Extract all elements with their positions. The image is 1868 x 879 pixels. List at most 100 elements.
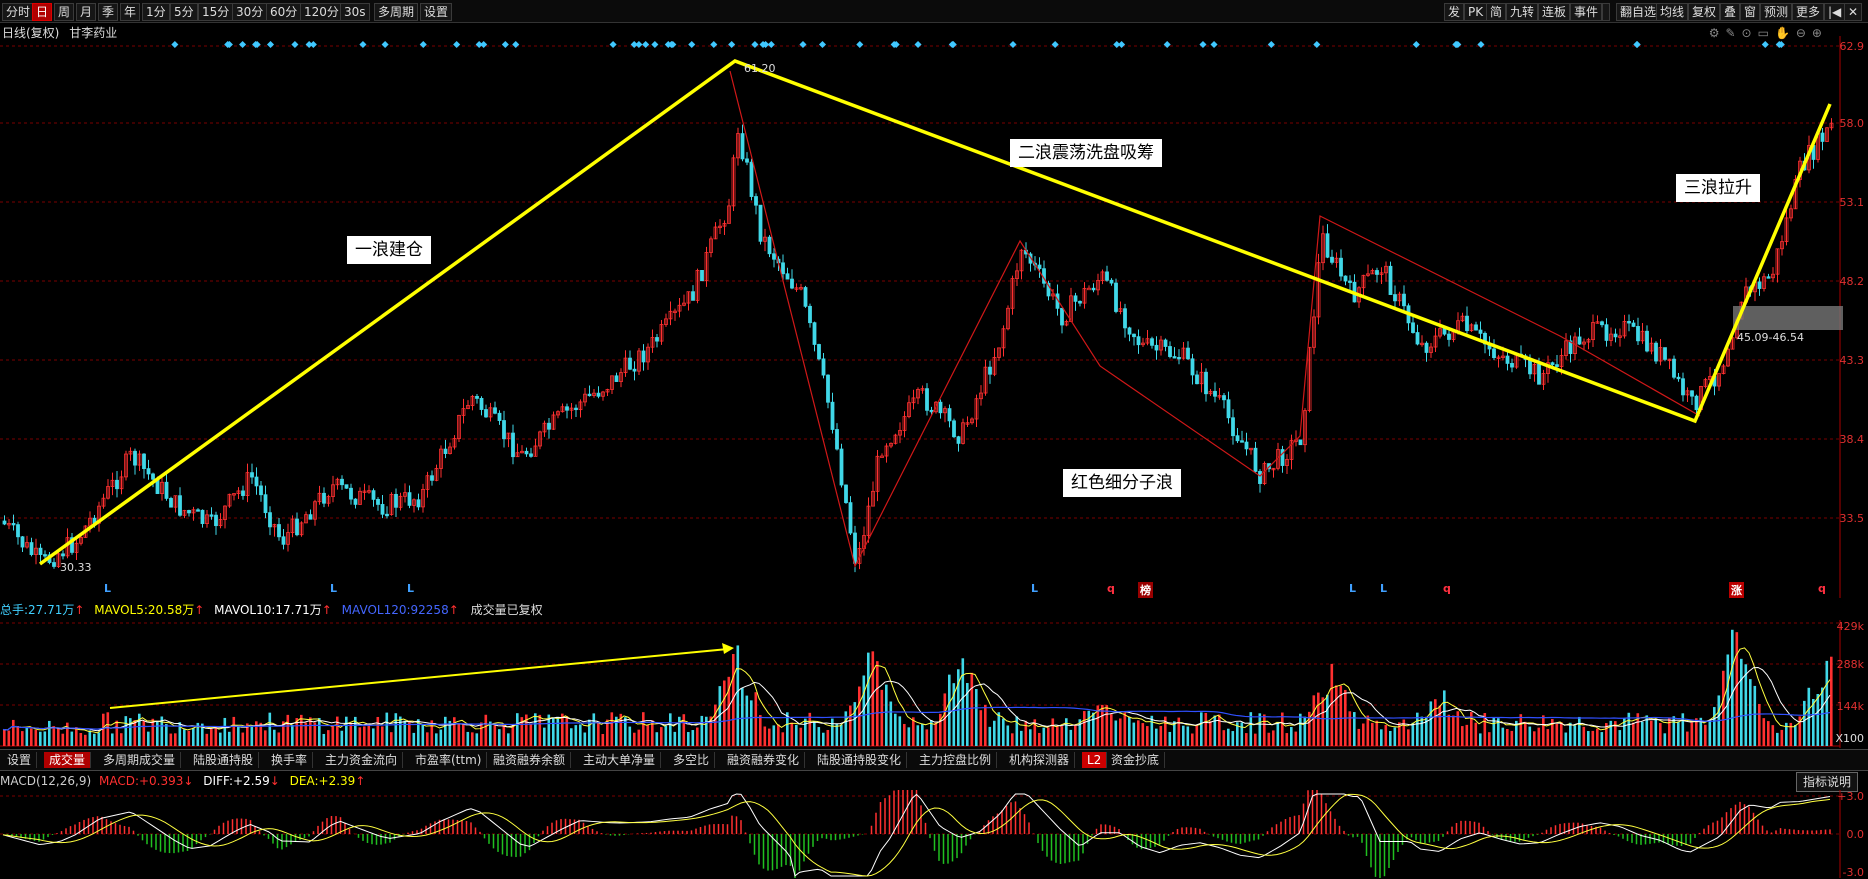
indicator-tab-2[interactable]: 多周期成交量	[98, 752, 182, 768]
event-mark-l[interactable]: L	[407, 582, 415, 595]
tool-button-1[interactable]: PK	[1464, 3, 1488, 21]
volume-bar	[1249, 712, 1253, 746]
wave2-callout: 二浪震荡洗盘吸筹	[1010, 139, 1162, 167]
tool-button-3[interactable]: 九转	[1506, 3, 1539, 21]
volume-chart[interactable]	[0, 620, 1868, 748]
period-tab-13[interactable]: 多周期	[374, 3, 419, 21]
volume-bar	[835, 723, 839, 746]
tool-button-6[interactable]	[1602, 3, 1610, 21]
candle-body	[821, 358, 826, 376]
signal-diamond	[651, 40, 659, 49]
volume-bar	[1677, 721, 1680, 746]
period-tab-3[interactable]: 月	[76, 3, 97, 21]
period-tab-4[interactable]: 季	[98, 3, 119, 21]
volume-bar	[1479, 733, 1482, 746]
candle-body	[1730, 337, 1735, 350]
volume-bar	[381, 726, 384, 746]
mavol5-label: MAVOL5:	[94, 603, 148, 617]
period-tab-11[interactable]: 120分	[300, 3, 343, 21]
event-mark-zhang[interactable]: 涨	[1729, 582, 1744, 598]
period-tab-7[interactable]: 5分	[170, 3, 198, 21]
event-mark-q[interactable]: q	[1443, 582, 1451, 595]
indicator-tab-9[interactable]: 多空比	[668, 752, 716, 768]
tool-button-9[interactable]: 复权	[1688, 3, 1721, 21]
candle-body	[1010, 278, 1015, 309]
candle-body	[52, 562, 56, 567]
candle-body	[844, 484, 848, 504]
volume-bar	[502, 724, 506, 746]
tool-button-11[interactable]: 窗	[1740, 3, 1761, 21]
volume-bar	[1483, 712, 1487, 746]
indicator-tab-10[interactable]: 融资融券变化	[722, 752, 806, 768]
signal-diamond	[818, 40, 827, 49]
tool-button-5[interactable]: 事件	[1570, 3, 1603, 21]
indicator-tab-7[interactable]: 融资融券余额	[488, 752, 572, 768]
candle-body	[983, 366, 988, 394]
indicator-tab-3[interactable]: 陆股通持股	[188, 752, 260, 768]
tool-button-7[interactable]: 翻自选	[1616, 3, 1661, 21]
indicator-tab-5[interactable]: 主力资金流向	[320, 752, 404, 768]
tool-button-10[interactable]: 叠	[1720, 3, 1741, 21]
volume-bar	[520, 717, 524, 746]
tool-button-14[interactable]: |◀	[1824, 3, 1846, 21]
volume-bar	[205, 733, 209, 746]
period-tab-6[interactable]: 1分	[142, 3, 170, 21]
tool-button-15[interactable]: ✕	[1844, 3, 1863, 21]
candle-body	[691, 291, 695, 301]
period-tab-14[interactable]: 设置	[420, 3, 453, 21]
tool-button-8[interactable]: 均线	[1656, 3, 1689, 21]
event-mark-l[interactable]: L	[1031, 582, 1039, 595]
indicator-tab-11[interactable]: 陆股通持股变化	[812, 752, 908, 768]
event-mark-l[interactable]: L	[1380, 582, 1388, 595]
period-tab-9[interactable]: 30分	[232, 3, 268, 21]
period-tab-10[interactable]: 60分	[266, 3, 302, 21]
tool-button-12[interactable]: 预测	[1760, 3, 1793, 21]
candle-body	[578, 401, 583, 411]
candle-body	[133, 450, 137, 466]
volume-bar	[102, 713, 105, 746]
indicator-help-button[interactable]: 指标说明	[1795, 772, 1858, 792]
candle-body	[1775, 248, 1780, 275]
tool-button-13[interactable]: 更多	[1792, 3, 1825, 21]
volume-bar	[358, 727, 362, 746]
indicator-tab-8[interactable]: 主动大单净量	[578, 752, 662, 768]
indicator-tab-1[interactable]: 成交量	[44, 752, 92, 768]
indicator-tab-14[interactable]: L2	[1082, 752, 1108, 768]
volume-bar	[178, 722, 182, 746]
period-tab-5[interactable]: 年	[120, 3, 141, 21]
event-mark-bang[interactable]: 榜	[1138, 582, 1153, 598]
event-mark-q[interactable]: q	[1107, 582, 1115, 595]
period-tab-2[interactable]: 周	[54, 3, 75, 21]
candle-body	[191, 509, 196, 514]
indicator-tab-0[interactable]: 设置	[2, 752, 38, 768]
macd-chart[interactable]	[0, 790, 1868, 878]
candlestick-chart[interactable]	[0, 36, 1868, 598]
volume-bar	[106, 712, 110, 746]
candle-body	[547, 422, 551, 430]
volume-bar	[1393, 727, 1397, 746]
tool-button-4[interactable]: 连板	[1538, 3, 1571, 21]
indicator-tab-12[interactable]: 主力控盘比例	[914, 752, 998, 768]
event-mark-l[interactable]: L	[1349, 582, 1357, 595]
volume-bar	[1488, 732, 1491, 746]
candle-body	[650, 337, 655, 348]
period-tab-12[interactable]: 30s	[340, 3, 370, 21]
indicator-tab-13[interactable]: 机构探测器	[1004, 752, 1076, 768]
candle-body	[655, 337, 659, 342]
event-mark-l[interactable]: L	[104, 582, 112, 595]
volume-bar	[1821, 687, 1824, 746]
indicator-tab-6[interactable]: 市盈率(ttm)	[410, 752, 488, 768]
candle-body	[574, 407, 578, 411]
tool-button-2[interactable]: 简	[1486, 3, 1507, 21]
period-tab-0[interactable]: 分时	[2, 3, 35, 21]
indicator-tab-15[interactable]: 资金抄底	[1106, 752, 1166, 768]
period-tab-8[interactable]: 15分	[198, 3, 234, 21]
tool-button-0[interactable]: 发	[1444, 3, 1465, 21]
period-tab-1[interactable]: 日	[32, 3, 53, 21]
candle-body	[1190, 358, 1195, 376]
indicator-tab-4[interactable]: 换手率	[266, 752, 314, 768]
event-mark-q[interactable]: q	[1818, 582, 1826, 595]
event-mark-l[interactable]: L	[330, 582, 338, 595]
candle-body	[439, 448, 443, 469]
chart-tool-icons[interactable]: ⚙✎⊙▭✋⊖⊕	[1708, 26, 1828, 40]
